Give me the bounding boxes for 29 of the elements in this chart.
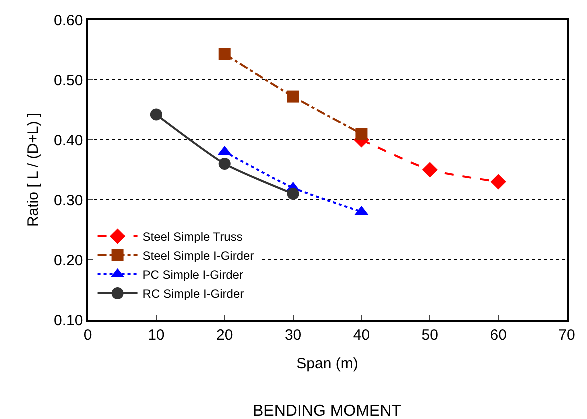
x-axis-title: Span (m): [296, 355, 358, 372]
x-tick-label: 60: [490, 326, 507, 344]
legend-label: Steel Simple Truss: [142, 230, 243, 244]
point: [490, 174, 506, 190]
y-tick-label: 0.30: [54, 192, 84, 210]
y-tick-label: 0.10: [54, 312, 84, 330]
legend-label: RC Simple I-Girder: [142, 287, 244, 302]
point: [218, 158, 231, 170]
point: [356, 128, 368, 140]
x-tick-label: 0: [84, 326, 92, 344]
point: [422, 162, 438, 178]
point: [287, 188, 300, 200]
point: [218, 48, 231, 60]
x-tick-label: 10: [148, 326, 165, 344]
y-tick-label: 0.40: [54, 132, 84, 150]
point: [150, 108, 162, 121]
point: [287, 90, 300, 103]
legend-label: PC Simple I-Girder: [142, 268, 244, 282]
y-tick-label: 0.20: [54, 252, 84, 270]
x-tick-label: 50: [422, 326, 438, 344]
text: BENDING MOMENT: [253, 403, 402, 419]
y-tick-label: 0.50: [54, 72, 84, 90]
x-tick-label: 40: [353, 326, 370, 344]
y-axis-title: Ratio [ L / (D+L) ]: [24, 112, 42, 228]
x-tick-label: 70: [558, 326, 576, 344]
x-tick-label: 30: [284, 326, 302, 344]
legend-label: Steel Simple I-Girder: [142, 249, 254, 264]
y-tick-label: 0.60: [54, 12, 84, 30]
x-tick-label: 20: [216, 326, 234, 344]
